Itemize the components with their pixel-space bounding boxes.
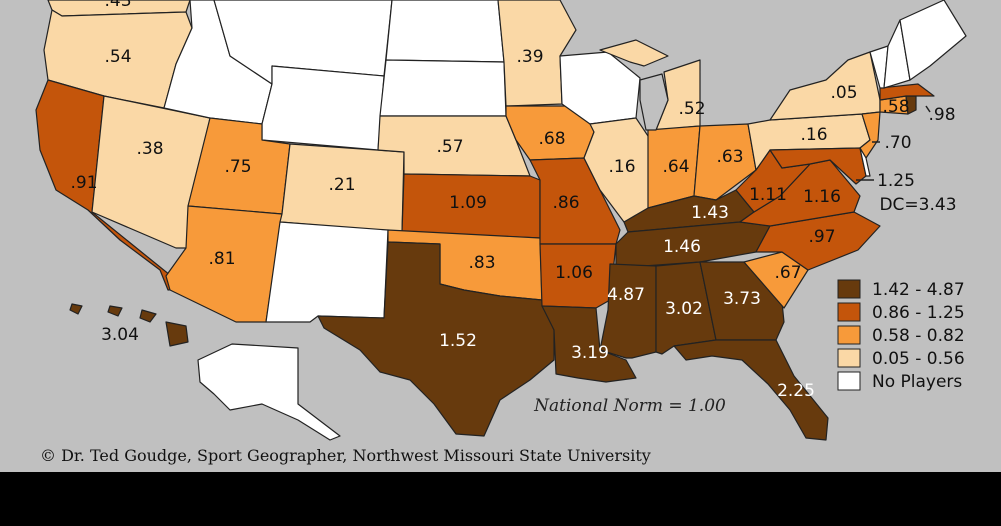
label-or: .54 [104, 47, 131, 67]
label-nv: .38 [136, 139, 163, 159]
legend-swatch [837, 279, 861, 299]
label-wa: .43 [104, 0, 131, 11]
label-ga: 3.73 [723, 289, 761, 309]
state-hi-big [165, 321, 189, 347]
state-la [541, 305, 637, 383]
label-ny: .05 [830, 83, 857, 103]
label-ca: .91 [70, 173, 97, 193]
label-pa: .16 [800, 125, 827, 145]
state-tx [317, 241, 555, 437]
label-ms: 4.87 [607, 285, 645, 305]
state-labels: .43 .54 .91 .38 .75 .81 .21 .57 1.09 .83… [70, 0, 956, 401]
label-ct: .58 [882, 97, 909, 117]
label-nc: .97 [808, 227, 835, 247]
us-choropleth-map: .43 .54 .91 .38 .75 .81 .21 .57 1.09 .83… [35, 0, 967, 465]
label-mi: .52 [678, 99, 705, 119]
state-ny [769, 51, 881, 121]
state-mi-up [599, 39, 669, 67]
state-wy [261, 65, 385, 151]
legend-swatch [837, 348, 861, 368]
state-fl [673, 339, 829, 441]
national-norm-note: National Norm = 1.00 [533, 396, 726, 416]
state-ak [197, 343, 341, 441]
label-tn: 1.46 [663, 237, 701, 257]
legend-swatch [837, 325, 861, 345]
label-ma: .98 [928, 105, 955, 125]
label-hi: 3.04 [101, 325, 139, 345]
label-nj: .70 [884, 133, 911, 153]
label-az: .81 [208, 249, 235, 269]
map-panel: .43 .54 .91 .38 .75 .81 .21 .57 1.09 .83… [0, 0, 1001, 472]
legend-label: No Players [872, 372, 962, 392]
state-sd [379, 59, 507, 117]
label-ks: 1.09 [449, 193, 487, 213]
label-co: .21 [328, 175, 355, 195]
label-mn: .39 [516, 47, 543, 67]
legend-label: 0.86 - 1.25 [872, 303, 965, 323]
label-wv: 1.11 [749, 185, 787, 205]
state-hi-oahu [107, 305, 123, 317]
legend-swatch [837, 371, 861, 391]
label-tx: 1.52 [439, 331, 477, 351]
label-sc: .67 [774, 263, 801, 283]
label-ky: 1.43 [691, 203, 729, 223]
state-hi-kauai [69, 303, 83, 315]
state-hi-maui [139, 309, 157, 323]
label-ok: .83 [468, 253, 495, 273]
legend: 1.42 - 4.87 0.86 - 1.25 0.58 - 0.82 0.05 - … [837, 279, 965, 392]
label-il: .16 [608, 157, 635, 177]
legend-swatch [837, 302, 861, 322]
legend-label: 0.58 - 0.82 [872, 326, 965, 346]
label-la: 3.19 [571, 343, 609, 363]
label-mo: .86 [552, 193, 579, 213]
label-md: 1.25 [877, 171, 915, 191]
label-oh: .63 [716, 147, 743, 167]
leader-ma [925, 105, 931, 113]
label-dc: DC=3.43 [879, 195, 956, 215]
label-al: 3.02 [665, 299, 703, 319]
label-fl: 2.25 [777, 381, 815, 401]
label-ut: .75 [224, 157, 251, 177]
label-in: .64 [662, 157, 689, 177]
legend-label: 0.05 - 0.56 [872, 349, 965, 369]
label-ne: .57 [436, 137, 463, 157]
state-ma [879, 83, 935, 101]
state-nm [265, 221, 389, 323]
state-oh [693, 123, 757, 201]
label-va: 1.16 [803, 187, 841, 207]
state-ar [539, 243, 617, 309]
state-me [899, 0, 967, 81]
lake-michigan [639, 73, 669, 131]
label-ar: 1.06 [555, 263, 593, 283]
state-nd [385, 0, 505, 63]
state-de [859, 147, 871, 177]
label-ia: .68 [538, 129, 565, 149]
legend-label: 1.42 - 4.87 [872, 280, 965, 300]
credit-line: © Dr. Ted Goudge, Sport Geographer, Nort… [40, 446, 651, 465]
